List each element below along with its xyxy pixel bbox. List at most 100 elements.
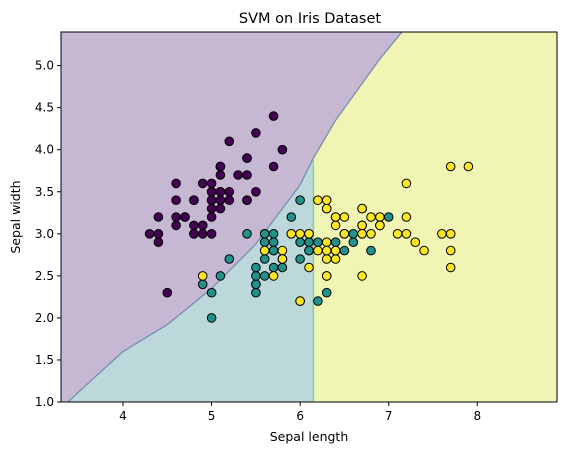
y-tick-label: 3.5 — [35, 185, 54, 199]
point-class-2 — [445, 229, 456, 239]
y-tick-label: 5.0 — [35, 59, 54, 73]
point-class-2 — [401, 178, 412, 189]
point-class-2 — [304, 229, 314, 239]
y-tick-label: 1.5 — [35, 353, 54, 367]
point-class-1 — [251, 262, 261, 273]
x-tick-label: 6 — [296, 409, 304, 423]
point-class-0 — [162, 287, 173, 298]
x-tick-label: 4 — [119, 409, 127, 423]
point-class-0 — [224, 187, 235, 197]
point-class-2 — [277, 254, 288, 264]
point-class-0 — [144, 229, 155, 239]
point-class-2 — [357, 271, 367, 281]
point-class-2 — [277, 245, 288, 256]
point-class-0 — [215, 161, 226, 172]
point-class-1 — [321, 287, 332, 298]
point-class-1 — [268, 262, 279, 273]
point-class-1 — [348, 237, 359, 247]
point-class-1 — [286, 212, 297, 222]
point-class-2 — [330, 220, 341, 231]
point-class-0 — [224, 195, 235, 205]
point-class-0 — [153, 237, 164, 247]
point-class-0 — [242, 195, 252, 205]
point-class-1 — [313, 237, 323, 247]
decision-region-class-0 — [61, 32, 402, 402]
point-class-2 — [463, 161, 474, 172]
point-class-1 — [339, 245, 350, 256]
point-class-0 — [242, 153, 252, 163]
point-class-2 — [437, 229, 447, 239]
point-class-2 — [259, 245, 270, 256]
x-axis-label: Sepal length — [270, 429, 349, 444]
point-class-1 — [268, 237, 279, 247]
point-class-2 — [330, 212, 341, 222]
point-class-0 — [224, 136, 235, 147]
point-class-0 — [171, 220, 181, 231]
point-class-2 — [321, 271, 332, 281]
y-tick-label: 3.0 — [35, 227, 54, 241]
point-class-0 — [197, 229, 208, 239]
point-class-1 — [206, 287, 217, 298]
point-class-2 — [357, 229, 367, 239]
point-class-2 — [330, 254, 341, 264]
y-tick-label: 1.0 — [35, 395, 54, 409]
point-class-1 — [251, 287, 261, 298]
chart-title: SVM on Iris Dataset — [239, 11, 381, 27]
point-class-0 — [197, 178, 208, 189]
point-class-0 — [171, 178, 181, 189]
point-class-1 — [304, 237, 314, 247]
point-class-1 — [295, 195, 305, 205]
point-class-1 — [259, 271, 270, 281]
point-class-0 — [153, 229, 164, 239]
y-tick-label: 2.5 — [35, 269, 54, 283]
x-tick-label: 7 — [385, 409, 393, 423]
point-class-2 — [286, 229, 297, 239]
point-class-2 — [295, 296, 305, 306]
point-class-2 — [445, 161, 456, 172]
decision-region-class-1 — [68, 159, 314, 402]
x-tick-label: 5 — [208, 409, 216, 423]
point-class-2 — [445, 245, 456, 256]
point-class-2 — [410, 237, 421, 247]
point-class-1 — [259, 229, 270, 239]
point-class-0 — [153, 212, 164, 222]
point-class-2 — [392, 229, 403, 239]
point-class-0 — [215, 170, 226, 180]
point-class-1 — [251, 271, 261, 281]
point-class-0 — [277, 144, 288, 155]
point-class-2 — [357, 220, 367, 231]
point-class-0 — [215, 187, 226, 197]
point-class-0 — [242, 170, 252, 180]
y-tick-label: 4.5 — [35, 101, 54, 115]
point-class-2 — [366, 229, 376, 239]
y-tick-label: 2.0 — [35, 311, 54, 325]
point-class-2 — [375, 220, 385, 231]
point-class-2 — [197, 271, 208, 281]
point-class-0 — [233, 170, 243, 180]
point-class-0 — [251, 128, 261, 138]
point-class-0 — [206, 203, 217, 214]
point-class-2 — [330, 245, 341, 256]
point-class-1 — [251, 279, 261, 290]
point-class-1 — [313, 296, 323, 306]
data-points — [144, 111, 474, 323]
point-class-1 — [366, 245, 376, 256]
point-class-2 — [321, 254, 332, 264]
point-class-1 — [259, 237, 270, 247]
point-class-1 — [295, 237, 305, 247]
plot-area — [61, 32, 557, 402]
point-class-0 — [171, 212, 181, 222]
point-class-2 — [321, 245, 332, 256]
point-class-0 — [268, 111, 279, 121]
point-class-1 — [224, 254, 235, 264]
point-class-1 — [197, 279, 208, 290]
point-class-0 — [189, 229, 199, 239]
point-class-2 — [321, 203, 332, 214]
point-class-0 — [197, 220, 208, 231]
point-class-2 — [419, 245, 429, 256]
plot-frame — [60, 31, 558, 403]
point-class-0 — [206, 212, 217, 222]
point-class-1 — [295, 254, 305, 264]
decision-boundary-class-0 — [67, 32, 403, 402]
